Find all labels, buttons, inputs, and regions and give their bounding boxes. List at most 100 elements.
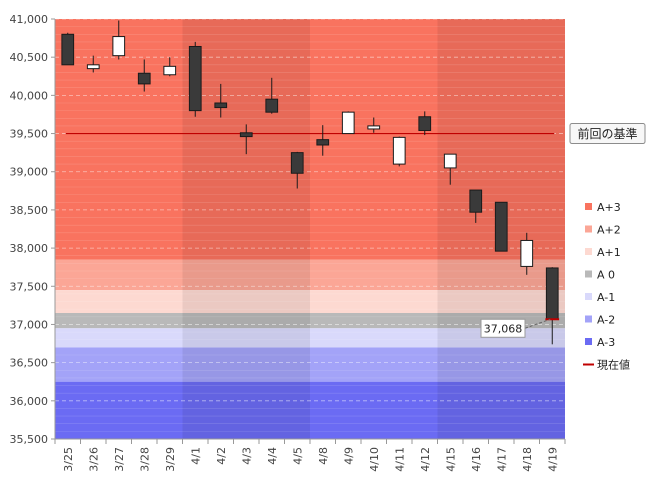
y-tick-label: 40,000 (10, 89, 49, 102)
candle (188, 41, 202, 117)
candle (265, 77, 279, 114)
candle-body (469, 189, 483, 213)
candle (418, 111, 432, 136)
legend-label: A-1 (597, 291, 615, 304)
legend-item: A+1 (585, 246, 621, 259)
y-tick-label: 39,000 (10, 166, 49, 179)
candle (392, 136, 406, 167)
candle-body (239, 132, 253, 138)
x-tick-label: 4/2 (215, 447, 228, 465)
legend-swatch (585, 338, 592, 345)
x-tick-label: 4/16 (470, 447, 483, 472)
legend-item: A+2 (585, 224, 621, 237)
legend-label: A+3 (597, 201, 621, 214)
candle (112, 20, 126, 60)
candle-body (86, 64, 100, 70)
grid-layer (55, 18, 565, 432)
candle (290, 151, 304, 189)
legend-swatch (585, 315, 592, 323)
x-tick-label: 4/15 (444, 447, 457, 472)
y-tick-label: 36,500 (10, 357, 49, 370)
legend-label: A-2 (597, 314, 615, 327)
candle (61, 32, 75, 66)
candle-body (112, 36, 126, 57)
candle-body (163, 65, 177, 76)
x-tick-label: 3/28 (138, 447, 151, 472)
y-tick-label: 40,500 (10, 51, 49, 64)
x-tick-label: 4/17 (495, 447, 508, 472)
legend-item: A 0 (585, 269, 615, 282)
candle (163, 57, 177, 77)
x-tick-label: 4/10 (368, 447, 381, 472)
band-Aplus1 (55, 290, 565, 313)
x-tick-label: 4/8 (317, 447, 330, 465)
candle (137, 59, 151, 92)
x-tick-label: 3/29 (164, 447, 177, 472)
legend-label: 現在値 (597, 359, 630, 372)
legend: A+3 A+2 A+1 A 0 A-1 A-2 A-3 現在値 (583, 201, 630, 372)
x-tick-label: 4/9 (342, 447, 355, 465)
x-tick-label: 4/1 (189, 447, 202, 465)
callout-leader (524, 318, 551, 329)
legend-swatch (585, 248, 592, 255)
candle-body (188, 45, 202, 112)
candle (443, 153, 457, 185)
candle (520, 232, 534, 275)
candle-body (214, 102, 228, 109)
legend-item: A-3 (585, 336, 615, 349)
y-tick-label: 37,500 (10, 280, 49, 293)
candle-body (341, 111, 355, 135)
x-tick-label: 4/3 (240, 447, 253, 465)
candle (214, 83, 228, 118)
reference-label: 前回の基準 (577, 126, 637, 141)
legend-item: A+3 (585, 201, 621, 214)
candle-body (61, 33, 75, 66)
x-tick-label: 3/25 (62, 447, 75, 472)
candle (494, 201, 508, 252)
candle (86, 55, 100, 73)
legend-label: A+2 (597, 224, 621, 237)
week-shade-0 (182, 19, 310, 439)
current-value-label: 37,068 (484, 322, 523, 335)
x-tick-label: 4/19 (546, 447, 559, 472)
x-tick-label: 4/18 (521, 447, 534, 472)
legend-label: A+1 (597, 246, 621, 259)
band-Aminus1 (55, 328, 565, 348)
y-tick-label: 35,500 (10, 433, 49, 446)
legend-label: A-3 (597, 336, 615, 349)
candle (239, 124, 253, 155)
candle-body (494, 201, 508, 252)
x-tick-label: 3/26 (87, 447, 100, 472)
candle-body (520, 239, 534, 267)
y-tick-label: 39,500 (10, 128, 49, 141)
candle-body (443, 153, 457, 169)
candle-body (290, 152, 304, 174)
x-tick-label: 4/11 (393, 447, 406, 472)
legend-label: A 0 (597, 269, 615, 282)
band-Aminus2 (55, 347, 565, 382)
candle (469, 189, 483, 223)
band-Aplus3 (55, 19, 565, 260)
candle-body (392, 136, 406, 165)
candle-body (316, 139, 330, 146)
candle (367, 117, 381, 133)
candle (341, 111, 355, 135)
candle-body (265, 98, 279, 113)
legend-swatch (585, 203, 592, 210)
legend-swatch (585, 293, 592, 300)
candle-body (137, 72, 151, 85)
y-tick-label: 36,000 (10, 395, 49, 408)
y-tick-label: 38,500 (10, 204, 49, 217)
legend-item: 現在値 (583, 359, 630, 372)
band-Aminus3 (55, 381, 565, 439)
reference-layer: 前回の基準 (65, 123, 646, 145)
x-tick-label: 4/12 (419, 447, 432, 472)
y-tick-label: 41,000 (10, 13, 49, 26)
y-tick-label: 37,000 (10, 318, 49, 331)
candle-body (367, 125, 381, 130)
legend-item: A-2 (585, 314, 615, 327)
y-tick-label: 38,000 (10, 242, 49, 255)
x-tick-label: 4/5 (291, 447, 304, 465)
band-layer (55, 19, 565, 439)
